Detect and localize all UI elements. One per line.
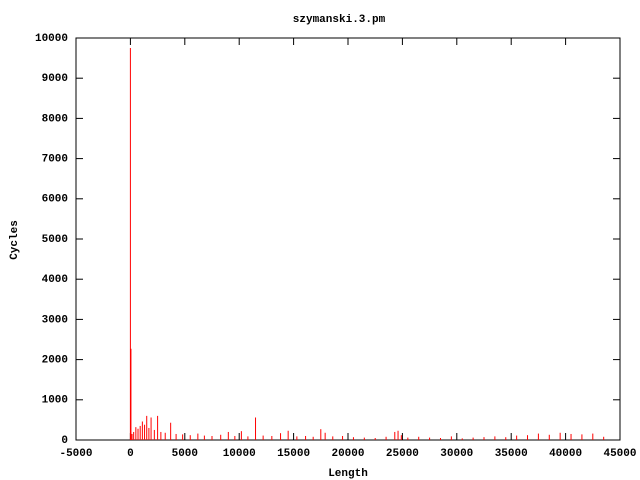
x-tick-label: 35000 bbox=[495, 448, 528, 460]
y-tick-label: 10000 bbox=[35, 33, 68, 45]
x-tick-label: 30000 bbox=[440, 448, 473, 460]
x-tick-label: 45000 bbox=[603, 448, 636, 460]
chart-title: szymanski.3.pm bbox=[293, 14, 386, 26]
y-tick-label: 1000 bbox=[42, 395, 68, 407]
y-tick-label: 0 bbox=[61, 435, 68, 447]
x-tick-label: 20000 bbox=[331, 448, 364, 460]
y-tick-label: 2000 bbox=[42, 355, 68, 367]
x-tick-label: 10000 bbox=[223, 448, 256, 460]
y-tick-label: 7000 bbox=[42, 154, 68, 166]
x-tick-label: 5000 bbox=[172, 448, 198, 460]
x-tick-label: -5000 bbox=[59, 448, 92, 460]
y-axis-label: Cycles bbox=[9, 220, 21, 260]
x-tick-label: 25000 bbox=[386, 448, 419, 460]
y-tick-label: 8000 bbox=[42, 113, 68, 125]
y-tick-label: 6000 bbox=[42, 194, 68, 206]
x-axis-label: Length bbox=[328, 468, 368, 480]
y-tick-label: 4000 bbox=[42, 274, 68, 286]
x-tick-label: 40000 bbox=[549, 448, 582, 460]
y-tick-label: 5000 bbox=[42, 234, 68, 246]
x-tick-label: 0 bbox=[127, 448, 134, 460]
y-tick-label: 9000 bbox=[42, 73, 68, 85]
x-tick-label: 15000 bbox=[277, 448, 310, 460]
y-tick-label: 3000 bbox=[42, 314, 68, 326]
